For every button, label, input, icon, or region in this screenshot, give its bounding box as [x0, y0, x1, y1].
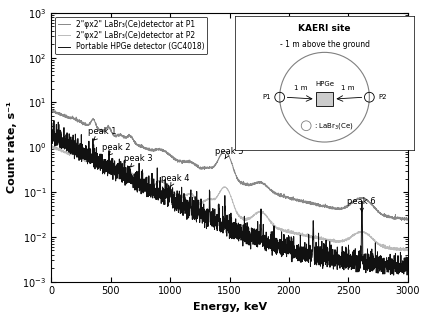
2"φx2" LaBr₃(Ce)detector at P2	[110, 170, 115, 174]
2"φx2" LaBr₃(Ce)detector at P2	[201, 200, 206, 204]
2"φx2" LaBr₃(Ce)detector at P1	[404, 218, 409, 221]
Line: 2"φx2" LaBr₃(Ce)detector at P1: 2"φx2" LaBr₃(Ce)detector at P1	[51, 110, 407, 220]
Line: Portable HPGe detector (GC4018): Portable HPGe detector (GC4018)	[51, 121, 407, 275]
Text: peak 6: peak 6	[346, 197, 375, 212]
Text: peak 2: peak 2	[102, 143, 131, 155]
Portable HPGe detector (GC4018)	[110, 168, 115, 172]
2"φx2" LaBr₃(Ce)detector at P1	[49, 108, 54, 112]
X-axis label: Energy, keV: Energy, keV	[192, 302, 266, 312]
2"φx2" LaBr₃(Ce)detector at P2	[49, 143, 54, 147]
2"φx2" LaBr₃(Ce)detector at P1	[110, 132, 115, 136]
Portable HPGe detector (GC4018)	[390, 273, 395, 277]
2"φx2" LaBr₃(Ce)detector at P1	[49, 108, 54, 112]
2"φx2" LaBr₃(Ce)detector at P2	[404, 249, 409, 253]
Text: HPGe: HPGe	[314, 81, 333, 87]
Text: : LaBr$_3$(Ce): : LaBr$_3$(Ce)	[314, 121, 354, 131]
Text: peak 3: peak 3	[124, 154, 152, 167]
Text: 1 m: 1 m	[294, 85, 307, 91]
Text: P2: P2	[377, 94, 386, 100]
Y-axis label: Count rate, s⁻¹: Count rate, s⁻¹	[7, 101, 17, 193]
Portable HPGe detector (GC4018)	[89, 157, 95, 161]
2"φx2" LaBr₃(Ce)detector at P1	[185, 161, 190, 165]
Portable HPGe detector (GC4018)	[397, 266, 403, 270]
Text: peak 1: peak 1	[88, 127, 116, 140]
Text: KAERI site: KAERI site	[298, 24, 350, 33]
Portable HPGe detector (GC4018)	[359, 231, 364, 235]
2"φx2" LaBr₃(Ce)detector at P2	[89, 153, 95, 157]
Text: P1: P1	[262, 94, 270, 100]
Legend: 2"φx2" LaBr₃(Ce)detector at P1, 2"φx2" LaBr₃(Ce)detector at P2, Portable HPGe de: 2"φx2" LaBr₃(Ce)detector at P1, 2"φx2" L…	[55, 17, 207, 54]
Text: - 1 m above the ground: - 1 m above the ground	[279, 40, 368, 49]
Portable HPGe detector (GC4018)	[201, 206, 206, 210]
Portable HPGe detector (GC4018)	[185, 203, 190, 206]
2"φx2" LaBr₃(Ce)detector at P2	[401, 249, 406, 253]
Text: peak 5: peak 5	[215, 147, 243, 159]
2"φx2" LaBr₃(Ce)detector at P1	[359, 196, 364, 200]
2"φx2" LaBr₃(Ce)detector at P1	[89, 118, 95, 122]
Portable HPGe detector (GC4018)	[404, 261, 409, 265]
2"φx2" LaBr₃(Ce)detector at P2	[397, 247, 403, 251]
Portable HPGe detector (GC4018)	[49, 139, 54, 143]
2"φx2" LaBr₃(Ce)detector at P1	[398, 219, 403, 222]
2"φx2" LaBr₃(Ce)detector at P2	[49, 146, 54, 150]
FancyBboxPatch shape	[315, 92, 333, 106]
2"φx2" LaBr₃(Ce)detector at P2	[185, 192, 190, 196]
Portable HPGe detector (GC4018)	[51, 119, 56, 123]
Text: 1 m: 1 m	[341, 85, 354, 91]
Line: 2"φx2" LaBr₃(Ce)detector at P2: 2"φx2" LaBr₃(Ce)detector at P2	[51, 145, 407, 251]
2"φx2" LaBr₃(Ce)detector at P2	[359, 230, 364, 234]
2"φx2" LaBr₃(Ce)detector at P1	[397, 217, 403, 221]
Text: peak 4: peak 4	[160, 174, 189, 186]
2"φx2" LaBr₃(Ce)detector at P1	[201, 167, 206, 170]
